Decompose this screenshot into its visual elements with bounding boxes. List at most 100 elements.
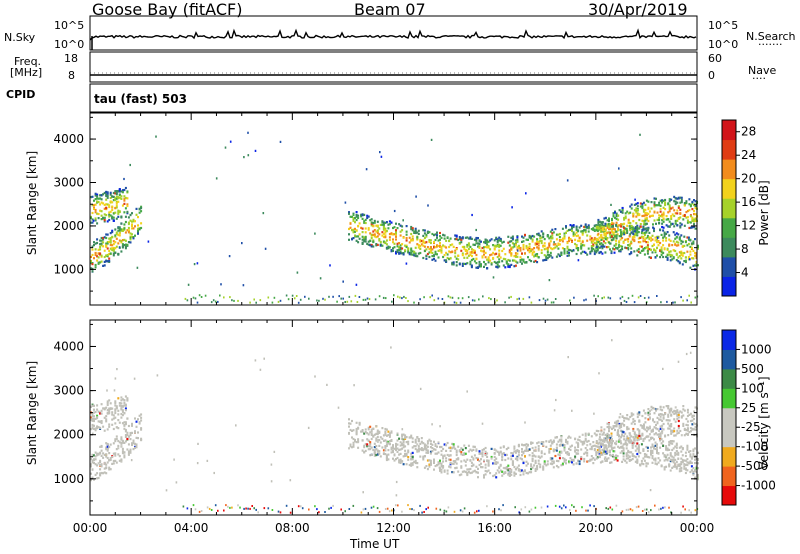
- scatter-cell: [670, 222, 673, 225]
- scatter-cell: [340, 297, 342, 300]
- scatter-cell: [633, 230, 636, 233]
- scatter-cell: [504, 253, 507, 256]
- scatter-cell: [623, 233, 626, 236]
- scatter-cell: [615, 443, 618, 446]
- scatter-cell: [117, 427, 120, 430]
- scatter-cell: [601, 444, 604, 447]
- scatter-cell: [543, 248, 546, 251]
- scatter-cell: [630, 451, 633, 454]
- scatter-cell: [678, 463, 681, 466]
- scatter-cell: [475, 262, 478, 265]
- scatter-cell: [429, 461, 432, 464]
- scatter-cell: [484, 463, 487, 466]
- scatter-cell: [117, 419, 120, 422]
- scatter-cell: [461, 453, 464, 456]
- scatter-cell: [445, 444, 448, 447]
- scatter-cell: [543, 244, 546, 248]
- scatter-cell: [612, 224, 614, 227]
- scatter-cell: [691, 423, 694, 426]
- scatter-cell: [322, 297, 324, 300]
- scatter-cell: [123, 188, 126, 192]
- scatter-cell: [124, 196, 127, 200]
- scatter-cell: [123, 451, 126, 454]
- scatter-cell: [123, 412, 126, 415]
- scatter-cell: [123, 424, 126, 427]
- scatter-cell: [549, 254, 552, 257]
- scatter-cell: [546, 253, 549, 256]
- scatter-cell: [478, 509, 480, 512]
- scatter-cell: [560, 435, 563, 438]
- nsearch-tick-bottom: 10^0: [708, 38, 739, 51]
- scatter-cell: [423, 466, 426, 469]
- scatter-cell: [517, 468, 520, 471]
- scatter-cell: [677, 256, 680, 259]
- scatter-cell: [429, 446, 432, 449]
- scatter-cell: [552, 460, 555, 463]
- scatter-cell: [674, 410, 677, 413]
- scatter-cell: [597, 451, 600, 454]
- scatter-cell: [112, 248, 115, 251]
- scatter-cell: [117, 200, 120, 203]
- scatter-cell: [537, 445, 540, 448]
- scatter-cell: [643, 508, 646, 511]
- scatter-cell: [621, 460, 624, 463]
- scatter-cell: [488, 297, 490, 300]
- scatter-cell: [94, 219, 97, 222]
- scatter-cell: [627, 454, 630, 457]
- scatter-cell: [680, 250, 683, 253]
- scatter-cell: [530, 463, 533, 466]
- scatter-cell: [679, 226, 682, 229]
- scatter-cell: [395, 222, 397, 225]
- scatter-cell: [645, 213, 648, 217]
- scatter-cell: [648, 433, 651, 436]
- scatter-cell: [241, 242, 243, 245]
- scatter-cell: [417, 450, 420, 453]
- scatter-cell: [388, 236, 391, 239]
- scatter-cell: [519, 468, 522, 472]
- scatter-cell: [636, 234, 639, 237]
- scatter-cell: [670, 429, 673, 432]
- scatter-cell: [673, 430, 676, 433]
- scatter-cell: [608, 434, 610, 437]
- scatter-cell: [96, 255, 99, 258]
- scatter-cell: [393, 454, 396, 457]
- scatter-cell: [427, 204, 429, 207]
- scatter-cell: [461, 264, 464, 267]
- scatter-cell: [475, 236, 478, 240]
- scatter-cell: [445, 449, 448, 452]
- scatter-cell: [584, 226, 587, 229]
- scatter-cell: [372, 222, 375, 225]
- scatter-cell: [642, 223, 645, 226]
- scatter-cell: [663, 459, 666, 462]
- scatter-cell: [115, 197, 118, 200]
- scatter-cell: [114, 452, 117, 455]
- scatter-cell: [531, 459, 534, 463]
- scatter-cell: [401, 460, 404, 463]
- scatter-cell: [426, 231, 429, 234]
- nave-tick-bottom: 0: [708, 69, 715, 82]
- scatter-cell: [498, 265, 501, 268]
- scatter-cell: [391, 509, 393, 512]
- scatter-cell: [117, 209, 120, 212]
- scatter-cell: [644, 203, 647, 206]
- scatter-cell: [443, 454, 446, 457]
- scatter-cell: [606, 237, 609, 240]
- scatter-cell: [632, 214, 635, 218]
- scatter-cell: [198, 510, 201, 513]
- scatter-cell: [440, 462, 443, 465]
- scatter-cell: [97, 256, 100, 259]
- scatter-cell: [601, 252, 604, 255]
- scatter-cell: [434, 246, 437, 249]
- scatter-cell: [120, 442, 123, 445]
- scatter-cell: [457, 258, 460, 261]
- scatter-cell: [551, 442, 554, 445]
- scatter-cell: [668, 250, 671, 253]
- scatter-cell: [563, 232, 566, 235]
- scatter-cell: [693, 414, 695, 417]
- scatter-cell: [348, 295, 351, 298]
- scatter-cell: [126, 197, 129, 200]
- scatter-cell: [510, 458, 513, 461]
- scatter-cell: [99, 197, 102, 200]
- scatter-cell: [674, 445, 677, 448]
- scatter-cell: [684, 241, 687, 244]
